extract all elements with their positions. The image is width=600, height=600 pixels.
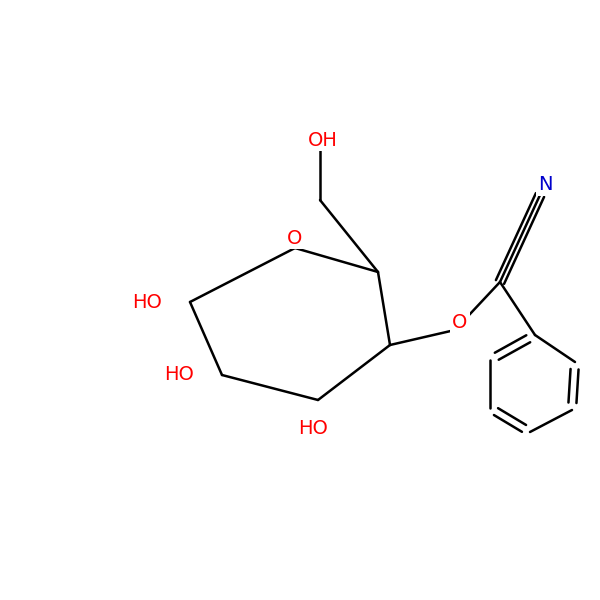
Text: OH: OH	[308, 130, 338, 149]
Text: HO: HO	[298, 419, 328, 437]
Text: N: N	[538, 175, 552, 194]
Text: O: O	[287, 229, 302, 247]
Text: HO: HO	[132, 292, 162, 311]
Text: O: O	[452, 313, 467, 331]
Text: HO: HO	[164, 365, 194, 385]
